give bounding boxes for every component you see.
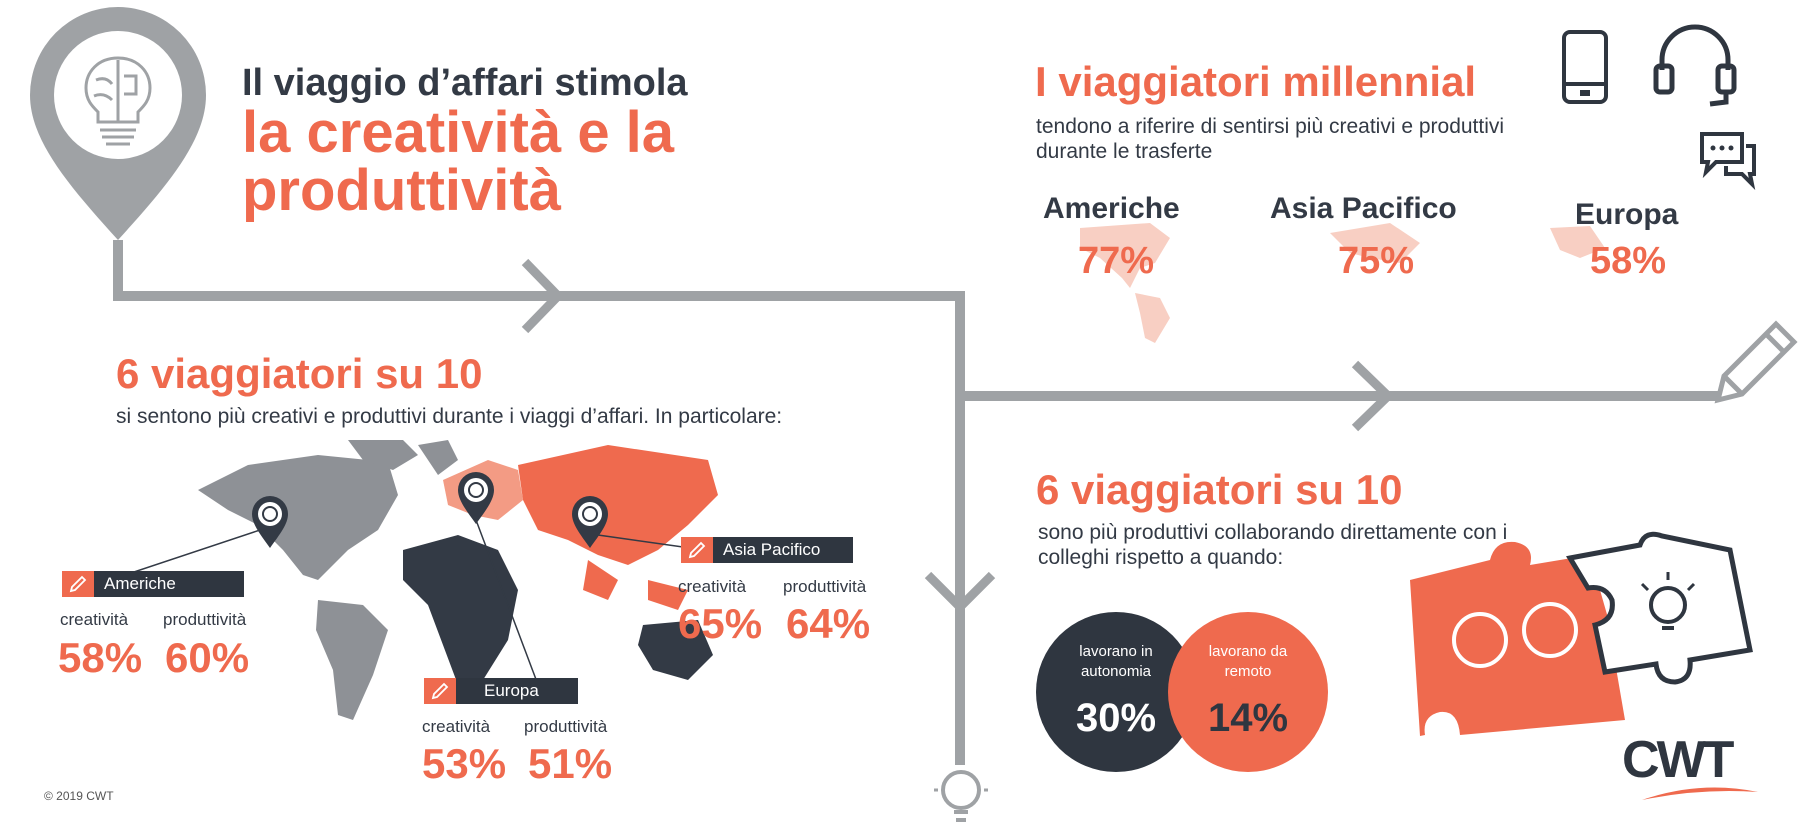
pencil-tag-icon xyxy=(681,537,713,563)
header-line2: la creatività e la produttività xyxy=(242,100,675,223)
tag-americhe-label: Americhe xyxy=(94,571,244,597)
americhe-productivity-label: produttività xyxy=(163,610,247,629)
chat-icon xyxy=(1700,132,1756,190)
copyright-text: © 2019 CWT xyxy=(44,789,114,803)
millennial-region-asia: Asia Pacifico xyxy=(1270,192,1457,225)
tag-europa: Europa xyxy=(424,678,578,704)
asia-productivity-label: produttività xyxy=(783,577,867,596)
logo-swoosh xyxy=(1642,787,1758,800)
pencil-tag-icon xyxy=(62,571,94,597)
left-section-subtitle: si sentono più creativi e produttivi dur… xyxy=(116,405,783,428)
lightbulb-icon xyxy=(934,770,988,822)
americhe-creativity-value: 58% xyxy=(58,634,143,681)
asia-creativity-label: creatività xyxy=(678,577,747,596)
circle-remoto: lavorano da remoto 14% xyxy=(1168,612,1328,772)
cwt-logo: CWT xyxy=(1622,731,1734,789)
europa-productivity-label: produttività xyxy=(524,717,608,736)
americhe-creativity-label: creatività xyxy=(60,610,129,629)
circle-remoto-value: 14% xyxy=(1207,696,1289,740)
right-section-title: 6 viaggiatori su 10 xyxy=(1036,466,1403,513)
millennial-map-bg xyxy=(1080,223,1605,343)
tag-americhe: Americhe xyxy=(62,571,244,597)
circle-remoto-label: lavorano da remoto xyxy=(1208,643,1288,680)
europa-creativity-label: creatività xyxy=(422,717,491,736)
asia-productivity-value: 64% xyxy=(786,600,871,647)
pencil-icon xyxy=(1714,320,1798,404)
americhe-productivity-value: 60% xyxy=(165,634,250,681)
millennial-value-americhe: 77% xyxy=(1078,240,1155,282)
puzzle-icon xyxy=(1410,531,1753,736)
europa-creativity-value: 53% xyxy=(422,740,507,787)
right-section-subtitle: sono più produttivi collaborando diretta… xyxy=(1038,521,1508,569)
left-section-title: 6 viaggiatori su 10 xyxy=(116,350,483,397)
tag-asia-label: Asia Pacifico xyxy=(713,537,853,563)
millennial-region-europa: Europa xyxy=(1575,198,1679,231)
millennial-title: I viaggiatori millennial xyxy=(1035,58,1477,105)
phone-icon xyxy=(1562,30,1608,104)
asia-creativity-value: 65% xyxy=(678,600,763,647)
map-pin-icon-americhe xyxy=(252,496,288,548)
pencil-tag-icon xyxy=(424,678,456,704)
millennial-region-americhe: Americhe xyxy=(1043,192,1180,225)
circle-autonomia-value: 30% xyxy=(1075,696,1157,740)
europa-productivity-value: 51% xyxy=(528,740,613,787)
millennial-value-asia: 75% xyxy=(1338,240,1415,282)
tag-europa-label: Europa xyxy=(456,678,578,704)
brain-bulb-icon xyxy=(84,56,152,146)
tag-asia: Asia Pacifico xyxy=(681,537,853,563)
headphones-icon xyxy=(1653,24,1737,107)
millennial-value-europa: 58% xyxy=(1590,240,1667,282)
header-line1: Il viaggio d’affari stimola xyxy=(242,62,688,104)
circle-autonomia-label: lavorano in autonomia xyxy=(1079,643,1153,680)
millennial-subtitle: tendono a riferire di sentirsi più creat… xyxy=(1036,115,1505,163)
map-pin-icon-europa xyxy=(458,472,494,524)
